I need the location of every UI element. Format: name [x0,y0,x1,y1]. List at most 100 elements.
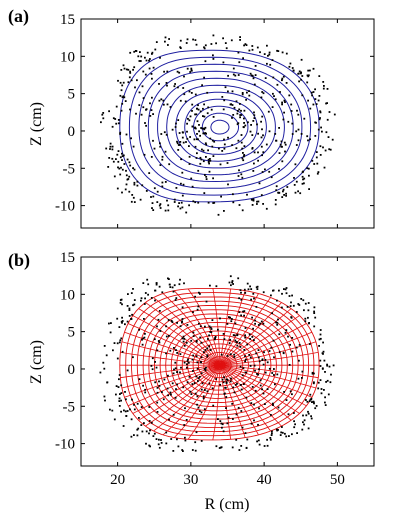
data-point [248,90,250,92]
data-point [120,166,122,169]
data-point [183,344,186,347]
data-point [276,299,278,302]
data-point [161,155,164,158]
data-point [228,281,231,284]
data-point [246,343,249,346]
data-point [310,417,313,420]
data-point [123,163,126,165]
data-point [156,190,159,193]
data-point [298,344,301,346]
data-point [260,136,263,139]
data-point [307,302,310,304]
data-point [204,126,207,129]
data-point [316,162,319,165]
data-point [168,335,170,337]
data-point [249,130,252,133]
data-point [208,345,211,348]
data-point [108,110,110,113]
data-point [268,170,271,173]
data-point [225,47,228,50]
data-point [262,363,265,366]
data-point [201,382,204,385]
data-point [129,70,131,73]
data-point [222,37,224,40]
data-point [309,69,311,72]
data-point [288,364,291,366]
data-point [132,68,134,71]
data-point [142,70,145,73]
data-point [233,334,236,337]
data-point [294,423,296,426]
data-point [149,102,151,105]
data-point [261,388,263,391]
data-point [277,50,280,52]
data-point [199,361,202,363]
data-point [281,103,283,106]
data-point [259,51,261,54]
data-point [312,91,315,93]
y-tick-label: 5 [68,87,76,103]
data-point [250,74,253,77]
data-point [241,147,244,150]
data-point [284,432,286,435]
data-point [202,395,205,398]
data-point [304,302,307,305]
data-point [128,307,131,310]
data-point [302,178,304,181]
data-point [120,69,123,71]
data-point [263,351,265,354]
data-point [271,106,274,108]
data-point [263,445,266,447]
data-point [144,391,147,394]
data-point [319,111,322,114]
data-point [176,438,178,441]
grid-spoke [120,364,220,379]
data-point [240,109,242,112]
data-point [289,343,291,346]
data-point [250,288,253,290]
data-point [248,354,251,356]
y-tick-label: 0 [68,124,76,140]
data-point [307,139,309,142]
data-point [243,383,245,385]
data-point [249,365,252,367]
data-point [319,117,321,119]
flux-surface [175,91,267,162]
data-point [210,43,213,45]
data-point [296,432,298,434]
data-point [226,355,229,357]
data-point [253,419,255,422]
data-point [244,124,247,127]
data-point [248,94,251,97]
data-point [291,294,293,297]
data-point [151,77,153,80]
data-point [102,112,105,114]
data-point [196,367,199,370]
y-tick-label: 10 [60,287,75,303]
data-point [192,354,195,357]
y-tick-label: -10 [55,437,75,453]
data-point [264,403,266,405]
data-point [278,127,280,129]
data-point [270,414,272,416]
data-point [203,115,206,118]
data-point [317,99,320,102]
data-point [186,122,188,125]
data-point [249,285,251,288]
data-point [304,317,307,320]
data-point [165,335,168,338]
data-point [313,372,315,375]
data-point [154,381,157,384]
data-point [272,92,274,95]
data-point [257,356,260,359]
data-point [237,406,240,409]
data-point [283,194,285,196]
grid-spoke [219,293,259,366]
data-point [252,292,255,295]
data-point [207,106,210,109]
data-point [242,152,244,154]
data-point [260,194,263,196]
data-point [133,303,136,306]
data-point [99,371,102,374]
data-point [181,206,184,209]
